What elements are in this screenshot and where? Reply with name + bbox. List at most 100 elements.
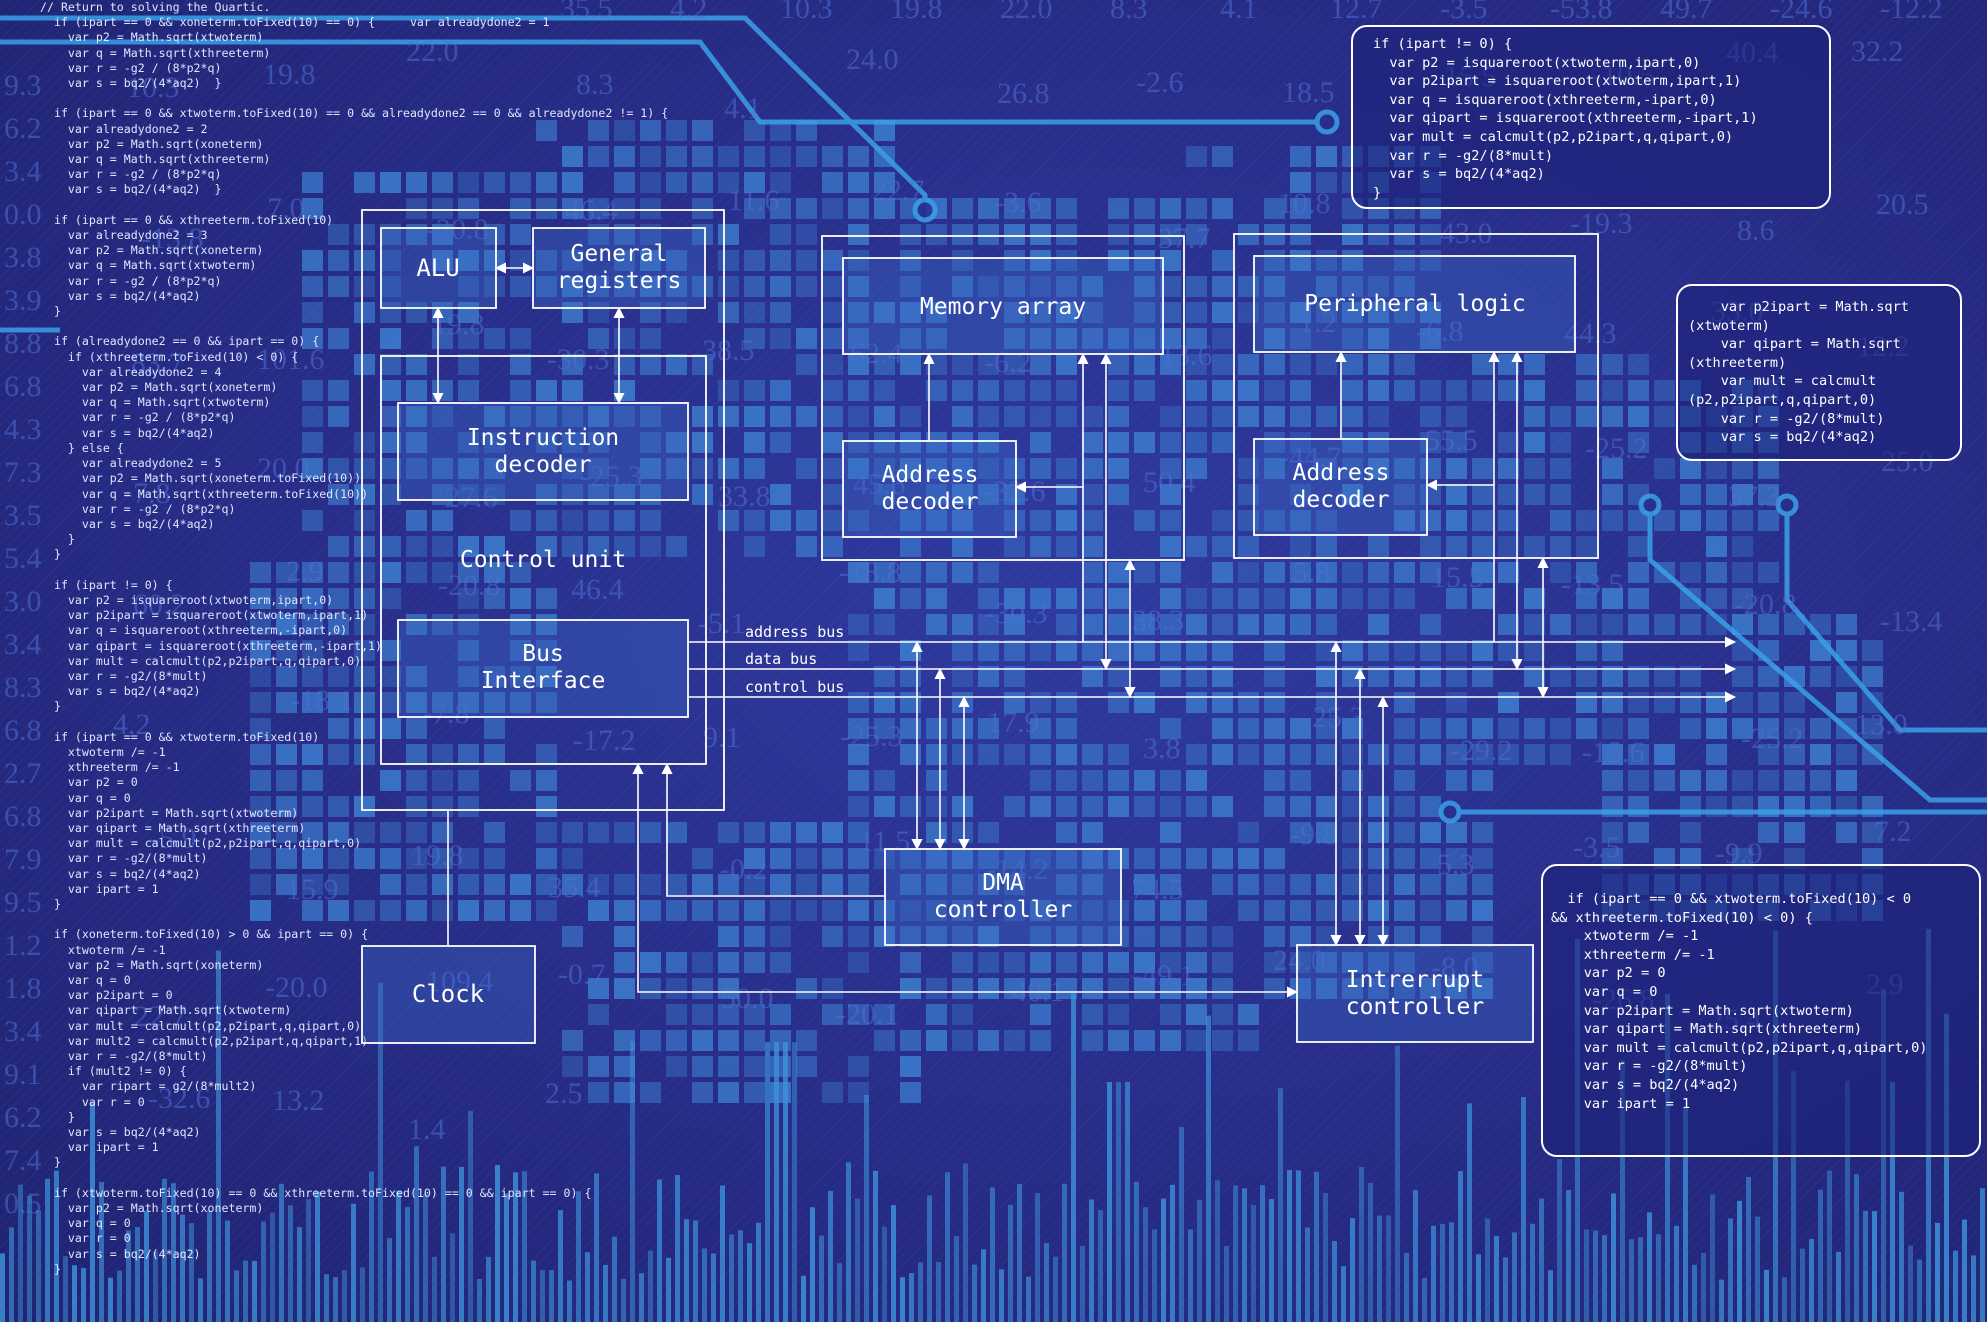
map-tile (250, 718, 271, 739)
map-tile (1316, 354, 1337, 375)
map-tile (822, 510, 843, 531)
map-tile (978, 198, 999, 219)
map-tile (1368, 640, 1389, 661)
map-tile (1862, 848, 1883, 869)
map-tile (1082, 432, 1103, 453)
map-tile (562, 250, 583, 271)
map-tile (666, 1030, 687, 1051)
map-tile (1472, 588, 1493, 609)
map-tile (874, 380, 895, 401)
map-tile (588, 146, 609, 167)
map-tile (1446, 666, 1467, 687)
bg-number: 10.3 (780, 0, 833, 25)
decorative-bar (1305, 1227, 1310, 1322)
map-tile (1784, 718, 1805, 739)
map-tile (848, 198, 869, 219)
map-tile (458, 796, 479, 817)
decorative-bar (1782, 1277, 1787, 1322)
map-tile (744, 1056, 765, 1077)
decorative-bar (990, 1187, 995, 1322)
map-tile (250, 692, 271, 713)
decorative-bar (1224, 1245, 1229, 1322)
map-tile (1004, 640, 1025, 661)
decorative-bar (1350, 1218, 1355, 1322)
decorative-bar (891, 1205, 896, 1322)
map-tile (1576, 354, 1597, 375)
map-tile (848, 224, 869, 245)
bg-number: -18.1 (290, 684, 353, 717)
map-tile (1134, 302, 1155, 323)
map-tile (1394, 640, 1415, 661)
map-tile (1134, 354, 1155, 375)
decorative-bar (630, 1040, 635, 1322)
map-tile (1186, 588, 1207, 609)
dma-controller-label-line2: controller (934, 897, 1072, 923)
map-tile (406, 406, 427, 427)
map-tile (1524, 718, 1545, 739)
map-tile (1550, 432, 1571, 453)
map-tile (1316, 562, 1337, 583)
map-tile (666, 458, 687, 479)
map-tile (874, 1004, 895, 1025)
map-tile (1394, 848, 1415, 869)
map-tile (692, 172, 713, 193)
map-tile (1004, 458, 1025, 479)
decorative-bar (333, 1277, 338, 1322)
decorative-bar (288, 1205, 293, 1322)
bg-number: 1.2 (1299, 306, 1337, 339)
decorative-bar (1089, 1199, 1094, 1322)
map-tile (562, 510, 583, 531)
decorative-bar (576, 1191, 581, 1322)
map-tile (1654, 848, 1675, 869)
decorative-bar (1314, 1171, 1319, 1322)
map-tile (796, 328, 817, 349)
decorative-bar (801, 1275, 806, 1322)
map-tile (1238, 380, 1259, 401)
map-tile (380, 848, 401, 869)
map-tile (926, 432, 947, 453)
map-tile (1186, 614, 1207, 635)
code-panel-left: // Return to solving the Quartic. if (ip… (40, 0, 669, 1276)
map-tile (536, 172, 557, 193)
decorative-bar (1692, 1264, 1697, 1322)
bg-number: 6.8 (4, 370, 42, 403)
map-tile (1420, 432, 1441, 453)
map-tile (1238, 536, 1259, 557)
map-tile (848, 614, 869, 635)
map-tile (1108, 744, 1129, 765)
map-tile (1212, 562, 1233, 583)
map-tile (1160, 458, 1181, 479)
map-tile (614, 276, 635, 297)
map-tile (1004, 588, 1025, 609)
map-tile (1758, 666, 1779, 687)
map-tile (588, 120, 609, 141)
decorative-bar (1431, 1225, 1436, 1322)
map-tile (1160, 718, 1181, 739)
map-tile (692, 1030, 713, 1051)
map-tile (666, 1056, 687, 1077)
bg-number: 13.0 (1855, 708, 1908, 741)
decorative-bar (216, 950, 221, 1322)
decorative-bar (342, 1270, 347, 1322)
map-tile (1420, 926, 1441, 947)
map-tile (432, 692, 453, 713)
map-tile (1602, 718, 1623, 739)
map-tile (1732, 718, 1753, 739)
map-tile (952, 1030, 973, 1051)
decorative-bar (963, 1163, 968, 1322)
map-tile (406, 692, 427, 713)
map-tile (1082, 484, 1103, 505)
map-tile (510, 874, 531, 895)
map-tile (1108, 666, 1129, 687)
map-tile (1004, 328, 1025, 349)
map-tile (1134, 510, 1155, 531)
bg-number: 35.5 (560, 0, 613, 25)
decorative-bar (171, 1183, 176, 1322)
map-tile (536, 874, 557, 895)
map-tile (1472, 484, 1493, 505)
bg-number: 22.0 (406, 35, 459, 68)
decorative-bar (1935, 1222, 1940, 1322)
map-tile (1004, 302, 1025, 323)
map-tile (952, 224, 973, 245)
address-decoder-peripheral-label-line1: Address (1293, 460, 1390, 486)
